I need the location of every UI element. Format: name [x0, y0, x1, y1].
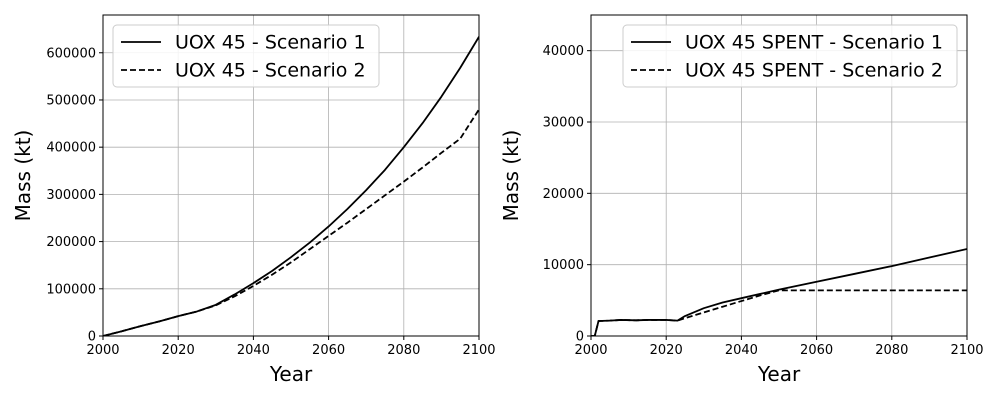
x-tick-label: 2000: [574, 343, 607, 358]
x-tick-label: 2080: [387, 343, 420, 358]
y-tick-label: 0: [576, 330, 584, 345]
x-axis-label: Year: [757, 362, 801, 386]
legend: UOX 45 SPENT - Scenario 1 UOX 45 SPENT - …: [622, 24, 958, 88]
x-tick-label: 2020: [162, 343, 195, 358]
x-tick-label: 2040: [237, 343, 270, 358]
legend-entry-2: UOX 45 SPENT - Scenario 2: [685, 60, 943, 82]
y-tick-label: 0: [88, 330, 96, 345]
series-line-1: [591, 248, 967, 336]
y-axis-label: Mass (kt): [11, 130, 35, 222]
y-tick-label: 600000: [46, 46, 96, 61]
legend-entry-1: UOX 45 SPENT - Scenario 1: [685, 32, 943, 54]
x-tick-label: 2060: [312, 343, 345, 358]
axes-frame: [590, 14, 968, 337]
x-tick-label: 2040: [725, 343, 758, 358]
y-tick-label: 300000: [46, 188, 96, 203]
legend-box: [622, 24, 958, 88]
y-tick-label: 200000: [46, 235, 96, 250]
y-tick-label: 20000: [543, 187, 584, 202]
y-tick-label: 10000: [543, 258, 584, 273]
y-tick-label: 400000: [46, 141, 96, 156]
x-tick-label: 2060: [800, 343, 833, 358]
x-tick-label: 2080: [875, 343, 908, 358]
axes-frame: [102, 14, 480, 337]
y-tick-label: 30000: [543, 116, 584, 131]
y-tick-label: 500000: [46, 93, 96, 108]
series-line-2: [103, 108, 479, 336]
x-tick-label: 2100: [462, 343, 495, 358]
legend-box: [112, 24, 380, 88]
legend-entry-1: UOX 45 - Scenario 1: [175, 32, 366, 54]
legend: UOX 45 - Scenario 1 UOX 45 - Scenario 2: [112, 24, 380, 88]
chart-left-panel: 2000 2020 2040 2060 2080 2100 0 100000 200000 300…: [11, 14, 496, 386]
x-tick-label: 2100: [950, 343, 983, 358]
y-tick-label: 100000: [46, 282, 96, 297]
x-tick-label: 2000: [86, 343, 119, 358]
y-axis-label: Mass (kt): [499, 130, 523, 222]
series-line-2: [591, 289, 967, 336]
x-tick-label: 2020: [650, 343, 683, 358]
legend-entry-2: UOX 45 - Scenario 2: [175, 60, 366, 82]
chart-right-panel: 2000 2020 2040 2060 2080 2100 0 10000 20000 30000…: [499, 14, 984, 386]
x-axis-label: Year: [269, 362, 313, 386]
y-tick-label: 40000: [543, 44, 584, 59]
